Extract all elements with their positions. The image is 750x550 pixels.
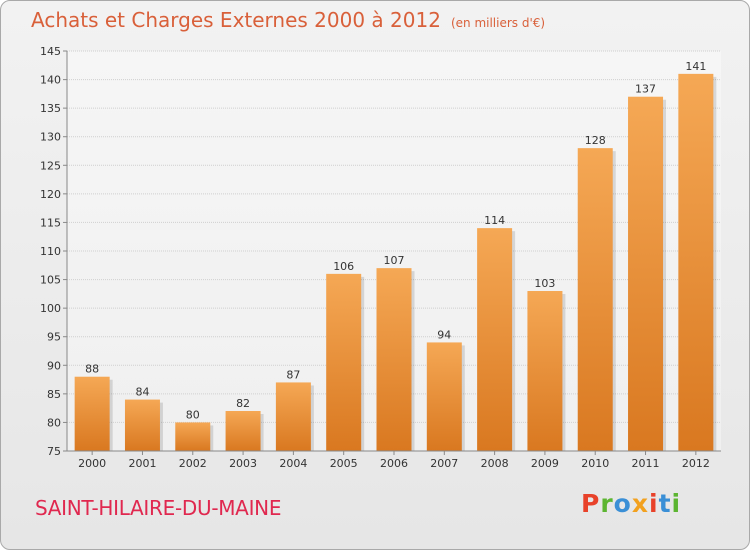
bar-2008[interactable] — [477, 228, 513, 451]
data-label: 141 — [685, 60, 706, 73]
x-tick-label: 2012 — [682, 457, 710, 470]
bar-2006[interactable] — [376, 268, 412, 451]
bar-2003[interactable] — [225, 411, 261, 451]
bar-2009[interactable] — [527, 291, 563, 451]
x-tick-label: 2003 — [229, 457, 257, 470]
x-tick-label: 2001 — [128, 457, 156, 470]
data-label: 137 — [635, 83, 656, 96]
logo-letter: P — [581, 489, 601, 518]
x-tick-label: 2005 — [330, 457, 358, 470]
logo-letter: r — [600, 489, 614, 518]
x-tick-label: 2002 — [179, 457, 207, 470]
y-tick-label: 110 — [40, 245, 61, 258]
y-tick-label: 140 — [40, 74, 61, 87]
y-tick-label: 75 — [47, 445, 61, 458]
logo-letter: i — [649, 489, 659, 518]
y-tick-label: 145 — [40, 45, 61, 58]
x-tick-label: 2007 — [430, 457, 458, 470]
bar-2010[interactable] — [577, 148, 613, 451]
x-tick-label: 2000 — [78, 457, 106, 470]
logo-letter: t — [658, 489, 672, 518]
data-label: 128 — [585, 134, 606, 147]
data-label: 82 — [236, 397, 250, 410]
logo-letter: o — [613, 489, 632, 518]
bar-2002[interactable] — [175, 422, 211, 451]
chart-title-text: Achats et Charges Externes 2000 à 2012 — [31, 8, 441, 32]
x-tick-label: 2010 — [581, 457, 609, 470]
bar-2004[interactable] — [275, 382, 311, 451]
y-tick-label: 105 — [40, 274, 61, 287]
data-label: 114 — [484, 214, 505, 227]
x-tick-label: 2006 — [380, 457, 408, 470]
data-label: 87 — [286, 368, 300, 381]
x-tick-label: 2004 — [279, 457, 307, 470]
data-label: 106 — [333, 260, 354, 273]
x-tick-label: 2011 — [632, 457, 660, 470]
logo-letter: i — [671, 489, 682, 518]
bar-2012[interactable] — [678, 73, 714, 451]
y-tick-label: 80 — [47, 416, 61, 429]
bar-2007[interactable] — [426, 342, 462, 451]
y-tick-label: 95 — [47, 331, 61, 344]
y-tick-label: 135 — [40, 102, 61, 115]
y-tick-label: 85 — [47, 388, 61, 401]
data-label: 107 — [384, 254, 405, 267]
x-tick-label: 2008 — [481, 457, 509, 470]
axes — [63, 50, 721, 455]
chart-subtitle: (en milliers d'€) — [450, 16, 546, 30]
data-label: 103 — [534, 277, 555, 290]
bar-2000[interactable] — [74, 376, 110, 451]
y-tick-label: 100 — [40, 302, 61, 315]
y-tick-label: 125 — [40, 159, 61, 172]
bars — [74, 73, 717, 451]
data-label: 94 — [437, 328, 451, 341]
data-label: 88 — [85, 363, 99, 376]
bar-2005[interactable] — [326, 273, 362, 451]
bar-2011[interactable] — [628, 96, 664, 451]
data-label: 84 — [135, 386, 149, 399]
y-tick-label: 90 — [47, 359, 61, 372]
logo-letter: x — [631, 489, 649, 518]
labels: 75 80 85 90 95 100 105 110 115 120 125 130 135 140 145… — [40, 45, 710, 470]
y-tick-label: 115 — [40, 216, 61, 229]
x-tick-label: 2009 — [531, 457, 559, 470]
commune-name: SAINT-HILAIRE-DU-MAINE — [35, 496, 282, 520]
bar-2001[interactable] — [124, 399, 160, 451]
y-tick-label: 130 — [40, 131, 61, 144]
proxiti-logo[interactable]: Proxiti — [581, 489, 681, 518]
y-tick-label: 120 — [40, 188, 61, 201]
chart-title: Achats et Charges Externes 2000 à 2012 (e… — [31, 8, 545, 32]
data-label: 80 — [186, 408, 200, 421]
